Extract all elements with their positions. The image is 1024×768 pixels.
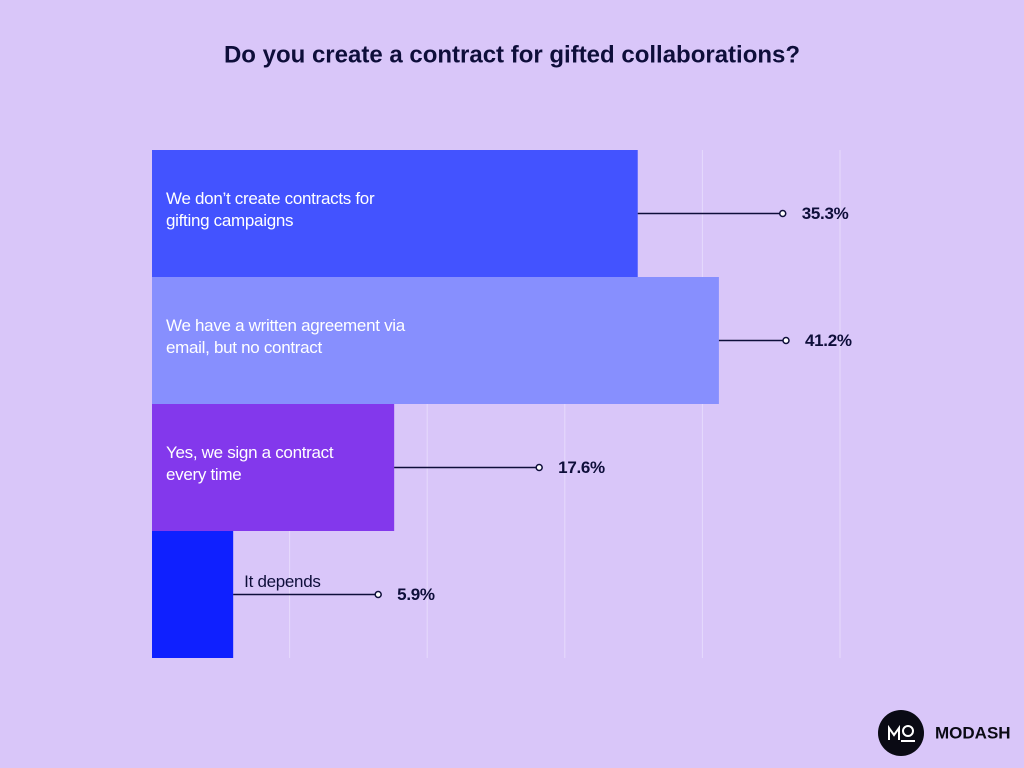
brand: MODASH xyxy=(935,723,1011,742)
value-label: 35.3% xyxy=(802,204,849,223)
category-box: Yes, we sign a contract every time xyxy=(166,404,366,523)
logo xyxy=(878,710,924,756)
bar xyxy=(152,404,395,531)
category-text: Yes, we sign a contract every time xyxy=(166,442,334,484)
category-label: Yes, we sign a contract every time xyxy=(166,404,366,523)
category-text: We don’t create contracts for gifting ca… xyxy=(166,188,375,230)
category-label: We don’t create contracts for gifting ca… xyxy=(166,150,416,269)
bar xyxy=(152,150,638,277)
leader-dot xyxy=(374,590,382,599)
leader-dot xyxy=(778,209,787,218)
category-text: We have a written agreement via email, b… xyxy=(166,315,405,357)
bar xyxy=(152,277,719,404)
bars: 35.3% We don’t create contracts for gifti… xyxy=(152,150,852,658)
category-text: It depends xyxy=(244,571,321,591)
value-label: 5.9% xyxy=(397,585,435,604)
bar xyxy=(152,531,234,658)
category-box: We have a written agreement via email, b… xyxy=(166,277,406,396)
category-box: It depends xyxy=(244,531,444,593)
category-box: We don’t create contracts for gifting ca… xyxy=(166,150,416,269)
logo-mark xyxy=(888,724,915,742)
category-label: It depends xyxy=(244,531,444,593)
value-label: 41.2% xyxy=(805,331,852,350)
leader-dot xyxy=(535,463,543,472)
category-label: We have a written agreement via email, b… xyxy=(166,277,406,396)
value-label: 17.6% xyxy=(558,458,605,477)
leader-dot xyxy=(782,336,790,345)
chart-title: Do you create a contract for gifted coll… xyxy=(224,41,800,68)
